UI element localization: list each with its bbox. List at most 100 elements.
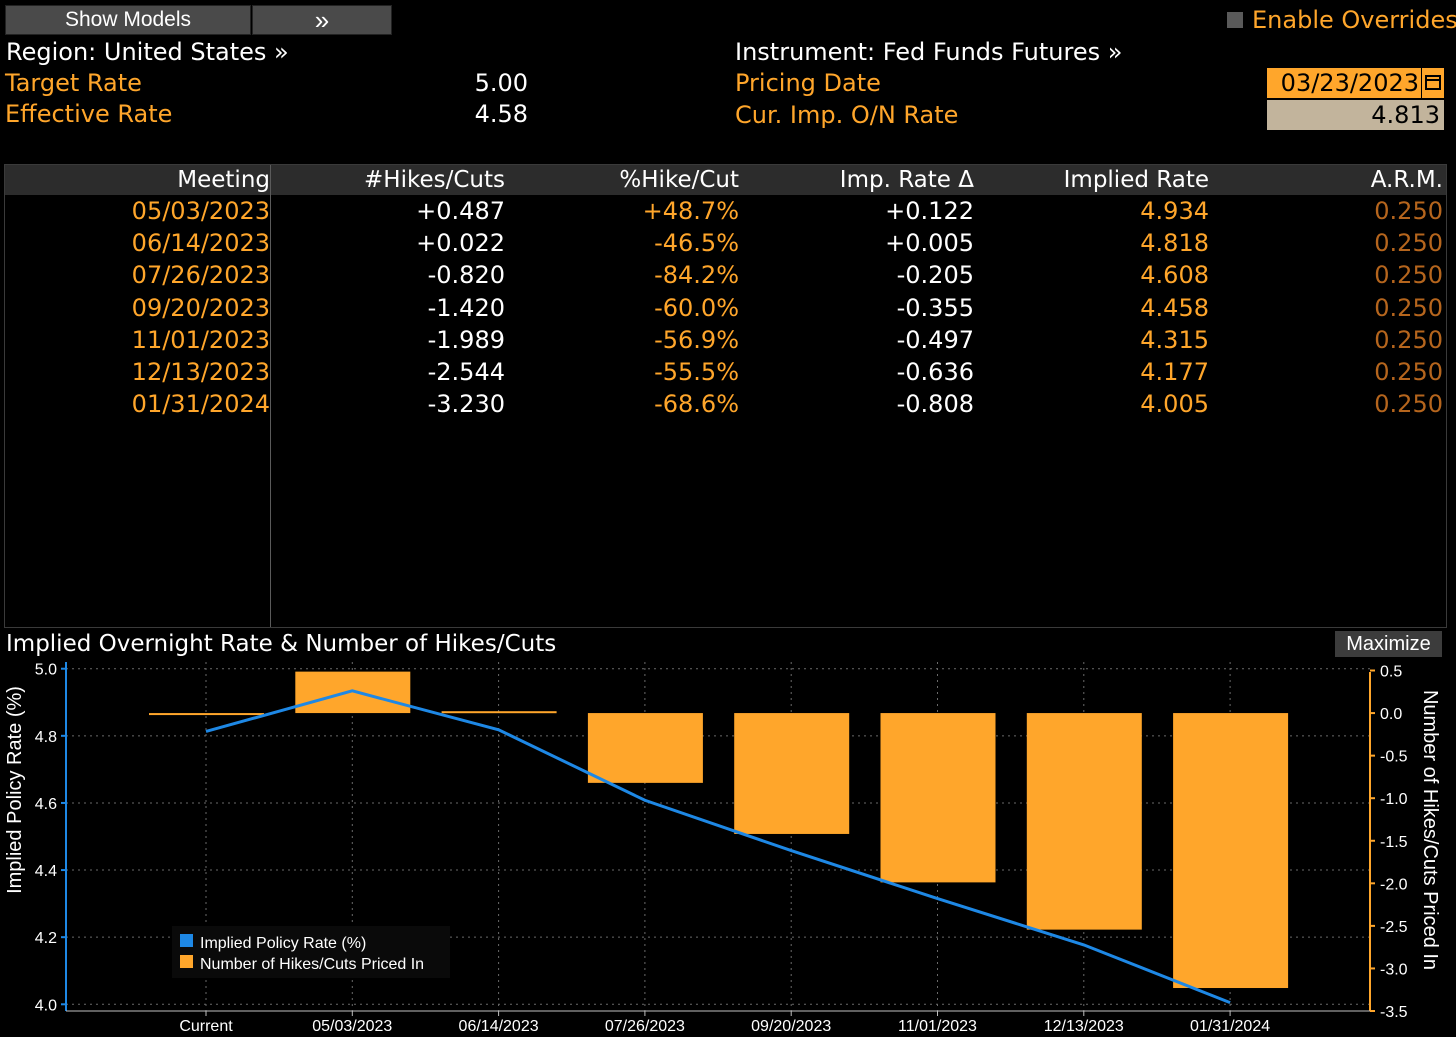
table-cell-imp-rate-delta: -0.636 (896, 358, 974, 386)
effective-rate-label: Effective Rate (5, 100, 173, 128)
bar-hikes-cuts (441, 711, 557, 714)
chart-legend: Implied Policy Rate (%) Number of Hikes/… (172, 926, 450, 978)
table-cell-imp-rate-delta: +0.122 (885, 197, 974, 225)
table-cell-hikes-cuts: -1.420 (427, 293, 505, 322)
col-pct-hike-cut[interactable]: %Hike/Cut (619, 167, 739, 193)
table-cell-imp-rate-delta: -0.355 (896, 293, 974, 322)
table-cell-arm: 0.250 (1374, 358, 1443, 386)
pricing-date-input[interactable]: 03/23/2023 (1267, 68, 1421, 98)
table-cell-meeting-date: 07/26/2023 (131, 261, 270, 290)
calendar-icon[interactable] (1422, 68, 1444, 98)
legend-label-rate: Implied Policy Rate (%) (200, 935, 366, 952)
y-tick-label-right: -2.5 (1380, 919, 1408, 936)
y-tick-label-right: 0.5 (1380, 664, 1402, 681)
table-cell-arm: 0.250 (1374, 229, 1443, 258)
y-tick-label-left: 4.8 (35, 729, 57, 746)
table-cell-pct-hike-cut: -68.6% (654, 390, 739, 419)
enable-overrides-label[interactable]: Enable Overrides (1252, 6, 1456, 34)
region-selector[interactable]: Region: United States » (6, 38, 289, 66)
target-rate-label: Target Rate (5, 69, 142, 97)
table-cell-implied-rate: 4.177 (1140, 358, 1209, 386)
table-cell-imp-rate-delta: -0.497 (896, 325, 974, 354)
table-cell-arm: 0.250 (1374, 293, 1443, 322)
bar-hikes-cuts (149, 713, 264, 716)
column-divider (270, 165, 271, 627)
show-models-button[interactable]: Show Models (5, 5, 251, 35)
col-imp-rate-delta[interactable]: Imp. Rate Δ (839, 167, 974, 193)
meetings-table: Meeting #Hikes/Cuts %Hike/Cut Imp. Rate … (4, 164, 1447, 628)
table-cell-hikes-cuts: -2.544 (427, 358, 505, 386)
table-cell-arm: 0.250 (1374, 390, 1443, 419)
implied-rate-line (205, 689, 1231, 1005)
x-tick-label: 09/20/2023 (751, 1018, 831, 1035)
y-tick-label-right: -1.5 (1380, 834, 1408, 851)
rate-chart: 4.0 4.2 4.4 4.6 4.8 5.0 -3.5 -3.0 -2.5 -2.0 -1.5 -1… (4, 662, 1441, 1035)
table-cell-meeting-date: 12/13/2023 (131, 358, 270, 386)
table-cell-implied-rate: 4.608 (1140, 261, 1209, 290)
table-header: Meeting #Hikes/Cuts %Hike/Cut Imp. Rate … (5, 165, 1446, 195)
col-meeting[interactable]: Meeting (177, 167, 270, 193)
instrument-selector[interactable]: Instrument: Fed Funds Futures » (735, 38, 1123, 66)
cur-imp-rate-field[interactable]: 4.813 (1267, 100, 1444, 130)
table-cell-implied-rate: 4.315 (1140, 325, 1209, 354)
table-cell-hikes-cuts: -1.989 (427, 325, 505, 354)
table-cell-imp-rate-delta: -0.808 (896, 390, 974, 419)
table-cell-hikes-cuts: -0.820 (427, 261, 505, 290)
table-cell-meeting-date: 06/14/2023 (131, 229, 270, 258)
col-implied-rate[interactable]: Implied Rate (1063, 167, 1209, 193)
y-tick-label-right: -2.0 (1380, 876, 1408, 893)
table-cell-pct-hike-cut: -60.0% (654, 293, 739, 322)
col-arm[interactable]: A.R.M. (1370, 167, 1443, 193)
table-cell-implied-rate: 4.458 (1140, 293, 1209, 322)
y-tick-label-right: -1.0 (1380, 791, 1408, 808)
y-tick-label-left: 5.0 (35, 662, 57, 679)
table-cell-pct-hike-cut: -56.9% (654, 325, 739, 354)
table-cell-pct-hike-cut: -46.5% (654, 229, 739, 258)
table-cell-imp-rate-delta: -0.205 (896, 261, 974, 290)
bar-hikes-cuts (1173, 713, 1289, 989)
col-hikes-cuts[interactable]: #Hikes/Cuts (364, 167, 505, 193)
table-cell-pct-hike-cut: +48.7% (642, 197, 739, 225)
x-tick-label: 01/31/2024 (1190, 1018, 1270, 1035)
chart-title: Implied Overnight Rate & Number of Hikes… (6, 631, 557, 657)
cur-imp-rate-label: Cur. Imp. O/N Rate (735, 101, 959, 129)
y-tick-label-left: 4.2 (35, 930, 57, 947)
table-cell-meeting-date: 05/03/2023 (131, 197, 270, 225)
x-tick-label: 07/26/2023 (605, 1018, 685, 1035)
legend-box (172, 926, 450, 978)
y-tick-label-right: 0.0 (1380, 706, 1402, 723)
target-rate-value: 5.00 (474, 69, 528, 97)
maximize-button[interactable]: Maximize (1335, 631, 1442, 657)
table-cell-pct-hike-cut: -84.2% (654, 261, 739, 290)
expand-chevron-icon[interactable]: » (252, 5, 392, 35)
table-cell-meeting-date: 09/20/2023 (131, 293, 270, 322)
y-tick-label-left: 4.6 (35, 796, 57, 813)
table-cell-meeting-date: 01/31/2024 (131, 390, 270, 419)
legend-swatch-orange (180, 955, 193, 968)
table-cell-implied-rate: 4.005 (1140, 390, 1209, 419)
y-tick-label-left: 4.0 (35, 997, 57, 1014)
y-tick-label-left: 4.4 (35, 863, 57, 880)
table-cell-arm: 0.250 (1374, 197, 1443, 225)
table-cell-hikes-cuts: -3.230 (427, 390, 505, 419)
bar-hikes-cuts (734, 713, 850, 834)
x-tick-label: 11/01/2023 (898, 1018, 977, 1035)
table-cell-arm: 0.250 (1374, 261, 1443, 290)
enable-overrides-checkbox[interactable] (1227, 12, 1243, 28)
y-tick-label-right: -0.5 (1380, 749, 1408, 766)
legend-label-hikes: Number of Hikes/Cuts Priced In (200, 956, 424, 973)
x-tick-label: 05/03/2023 (312, 1018, 392, 1035)
y-axis-left-label: Implied Policy Rate (%) (4, 686, 26, 894)
x-tick-label: 06/14/2023 (459, 1018, 539, 1035)
x-tick-label: Current (179, 1018, 233, 1035)
table-cell-implied-rate: 4.818 (1140, 229, 1209, 258)
bar-hikes-cuts (880, 713, 996, 883)
table-cell-hikes-cuts: +0.487 (416, 197, 505, 225)
bar-hikes-cuts (587, 713, 703, 783)
y-tick-label-right: -3.0 (1380, 961, 1408, 978)
effective-rate-value: 4.58 (474, 100, 528, 128)
y-axis-right-label: Number of Hikes/Cuts Priced In (1419, 690, 1441, 970)
legend-swatch-blue (180, 934, 193, 947)
table-cell-imp-rate-delta: +0.005 (885, 229, 974, 258)
table-cell-pct-hike-cut: -55.5% (654, 358, 739, 386)
